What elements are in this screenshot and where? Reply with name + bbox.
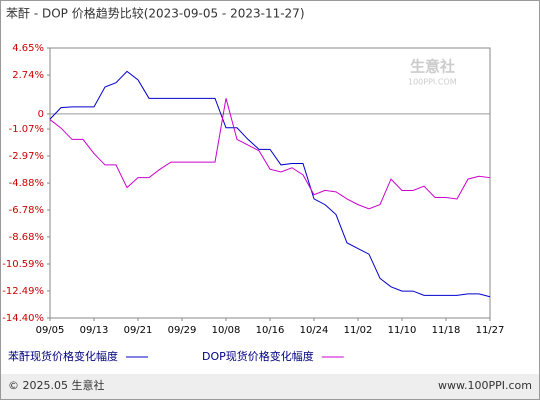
x-tick-label: 10/24 <box>300 325 329 336</box>
y-tick-label: -10.59% <box>2 259 44 270</box>
x-tick-label: 09/29 <box>168 325 197 336</box>
series-line <box>49 70 491 298</box>
x-tick-label: 11/18 <box>432 325 461 336</box>
watermark: 生意社 <box>410 58 455 76</box>
x-tick-label: 10/16 <box>256 325 285 336</box>
chart-title: 苯酐 - DOP 价格趋势比较(2023-09-05 - 2023-11-27) <box>6 6 305 21</box>
watermark-url: 100PPI.COM <box>408 78 457 87</box>
footer-bar <box>1 374 539 399</box>
legend-label: 苯酐现货价格变化幅度 <box>8 349 118 363</box>
x-tick-label: 10/08 <box>212 325 241 336</box>
y-tick-label: -2.97% <box>9 151 44 162</box>
x-tick-label: 11/02 <box>344 325 373 336</box>
x-tick-label: 11/27 <box>476 325 505 336</box>
y-tick-label: -6.78% <box>9 205 44 216</box>
x-tick-label: 11/10 <box>388 325 417 336</box>
y-tick-label: -1.07% <box>9 124 44 135</box>
y-tick-label: -12.49% <box>2 286 44 297</box>
y-tick-label: 2.74% <box>12 70 44 81</box>
y-tick-label: 0 <box>38 109 44 120</box>
series-line <box>49 98 491 210</box>
x-tick-label: 09/21 <box>124 325 153 336</box>
legend-label: DOP现货价格变化幅度 <box>202 349 314 363</box>
y-tick-label: -8.68% <box>9 232 44 243</box>
y-tick-label: -4.88% <box>9 178 44 189</box>
x-tick-label: 09/05 <box>36 325 65 336</box>
y-tick-label: -14.40% <box>2 313 44 324</box>
y-tick-label: 4.65% <box>12 43 44 54</box>
x-tick-label: 09/13 <box>80 325 109 336</box>
footer-left: © 2025.05 生意社 <box>8 378 104 392</box>
footer-right: www.100PPI.com <box>438 379 532 392</box>
